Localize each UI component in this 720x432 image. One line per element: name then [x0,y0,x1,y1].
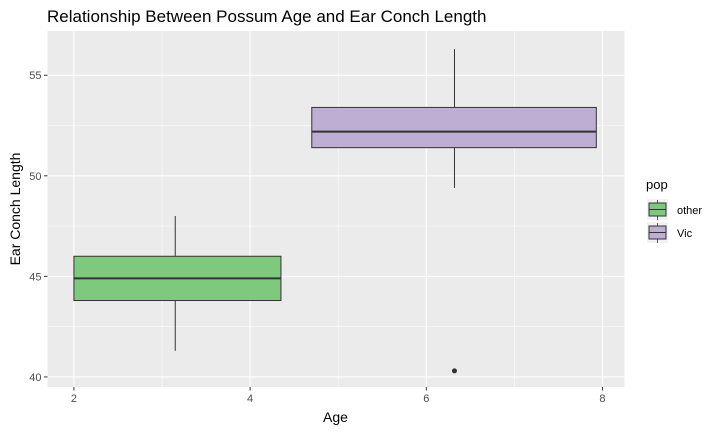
chart-title: Relationship Between Possum Age and Ear … [47,7,486,26]
y-tick-label: 50 [29,171,41,183]
x-tick-label: 2 [71,393,77,405]
x-tick-label: 6 [423,393,429,405]
x-tick-label: 8 [599,393,605,405]
y-tick-label: 45 [29,271,41,283]
legend-label-other: other [677,205,702,217]
y-tick-label: 40 [29,372,41,384]
ticks-layer: 2 4 6 8 40 45 50 55 [29,70,605,405]
y-tick-label: 55 [29,70,41,82]
x-axis-title: Age [323,409,348,425]
legend: other Vic [647,199,702,243]
x-tick-label: 4 [247,393,253,405]
y-axis-title: Ear Conch Length [7,153,23,266]
legend-title: pop [646,177,668,192]
outlier-point-vic [451,368,457,374]
box-vic [311,106,597,149]
boxes-layer [73,49,597,374]
legend-label-vic: Vic [677,228,693,240]
plot-panel [47,31,625,387]
